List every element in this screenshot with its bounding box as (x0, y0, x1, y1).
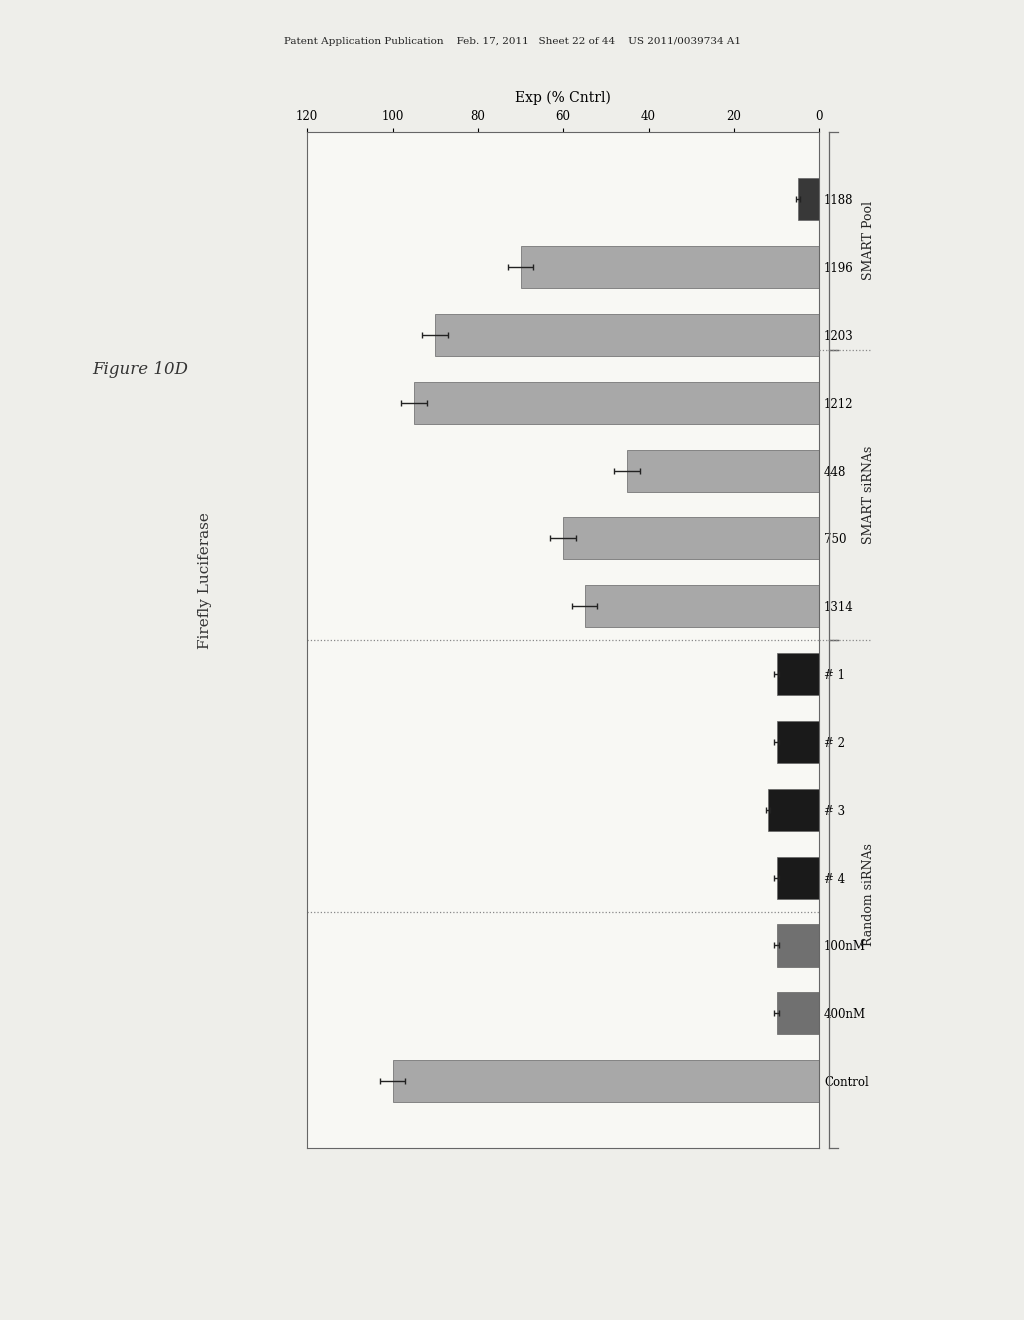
Bar (520, 246, 819, 288)
Bar (392, 1060, 819, 1102)
Bar (627, 450, 819, 491)
Bar (776, 924, 819, 966)
Bar (776, 653, 819, 696)
Text: Patent Application Publication    Feb. 17, 2011   Sheet 22 of 44    US 2011/0039: Patent Application Publication Feb. 17, … (284, 37, 740, 46)
Bar (776, 857, 819, 899)
X-axis label: Exp (% Cntrl): Exp (% Cntrl) (515, 90, 611, 104)
Bar (563, 517, 819, 560)
Text: SMART Pool: SMART Pool (862, 202, 874, 280)
Bar (585, 585, 819, 627)
Bar (435, 314, 819, 356)
Text: Firefly Luciferase: Firefly Luciferase (198, 512, 212, 649)
Bar (768, 789, 819, 830)
Text: Figure 10D: Figure 10D (92, 362, 188, 378)
Bar (798, 178, 819, 220)
Bar (414, 381, 819, 424)
Bar (776, 721, 819, 763)
Text: Random siRNAs: Random siRNAs (862, 843, 874, 945)
Bar (776, 993, 819, 1035)
Text: SMART siRNAs: SMART siRNAs (862, 446, 874, 544)
